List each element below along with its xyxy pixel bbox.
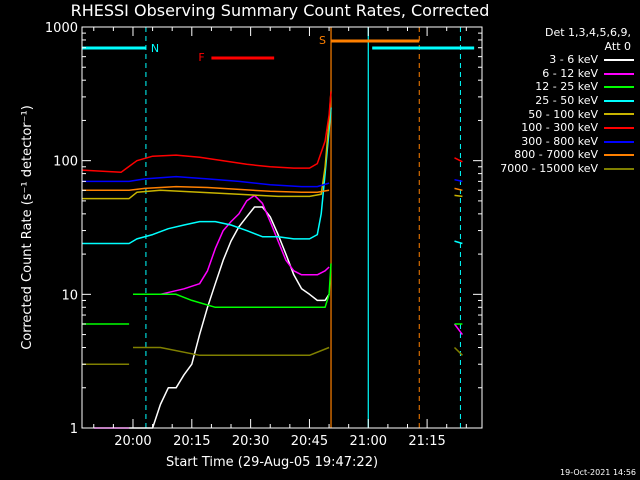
series-line-7 [454, 187, 463, 192]
legend-entry-label: 7000 - 15000 keV [500, 161, 598, 175]
legend-swatch [604, 140, 634, 143]
legend-entry: 300 - 800 keV [486, 135, 634, 149]
legend-entry: 6 - 12 keV [486, 67, 634, 81]
legend-swatch [604, 113, 634, 116]
x-tick-label: 20:00 [114, 434, 151, 449]
legend-entry-label: 3 - 6 keV [549, 53, 598, 67]
series-line-1 [133, 194, 330, 296]
series-line-5 [81, 91, 332, 173]
generation-timestamp: 19-Oct-2021 14:56 [560, 468, 636, 477]
legend-swatch [604, 154, 634, 157]
series-line-3 [82, 107, 332, 245]
y-tick-label: 100 [53, 155, 78, 170]
plot-frame [81, 26, 483, 429]
series-line-4 [454, 194, 463, 198]
chart-title: RHESSI Observing Summary Count Rates, Co… [70, 1, 490, 20]
x-tick-label: 21:00 [350, 434, 387, 449]
series-line-6 [454, 178, 463, 183]
legend-entry: 3 - 6 keV [486, 53, 634, 67]
series-line-8 [453, 346, 463, 356]
legend-swatch [604, 126, 634, 129]
legend-header-detectors: Det 1,3,4,5,6,9, [544, 26, 631, 39]
legend-entry: 12 - 25 keV [486, 80, 634, 94]
night-bar-label: N [151, 42, 159, 55]
y-tick-label: 1000 [45, 21, 78, 36]
series-line-4 [82, 91, 332, 200]
saa-bar-label: S [319, 34, 326, 47]
legend-swatch [604, 167, 634, 170]
legend-swatch [604, 86, 634, 89]
chart-legend: Det 1,3,4,5,6,9, Att 0 3 - 6 keV 6 - 12 k… [486, 26, 634, 176]
series-line-6 [82, 175, 330, 188]
series-line-8 [133, 346, 330, 357]
legend-entry-label: 6 - 12 keV [542, 66, 598, 80]
flare-bar-label: F [198, 51, 204, 64]
legend-entry-label: 25 - 50 keV [535, 93, 598, 107]
legend-entry: 25 - 50 keV [486, 94, 634, 108]
legend-swatch [604, 99, 634, 102]
legend-entry: 50 - 100 keV [486, 108, 634, 122]
x-tick-label: 20:15 [173, 434, 210, 449]
legend-entry: 100 - 300 keV [486, 121, 634, 135]
series-line-5 [454, 157, 463, 163]
y-tick-label: 1 [70, 422, 78, 437]
legend-entry-label: 100 - 300 keV [521, 121, 598, 135]
legend-entry-label: 300 - 800 keV [521, 134, 598, 148]
legend-header-attenuator: Att 0 [604, 39, 631, 53]
y-tick-label: 10 [61, 288, 78, 303]
series-line-0 [129, 206, 330, 429]
legend-entry: 7000 - 15000 keV [486, 162, 634, 176]
x-tick-label: 20:30 [232, 434, 269, 449]
legend-entry-label: 12 - 25 keV [535, 80, 598, 94]
series-line-1 [453, 323, 464, 336]
series-line-2 [133, 263, 332, 309]
x-axis-label: Start Time (29-Aug-05 19:47:22) [166, 455, 378, 470]
legend-swatch [604, 72, 634, 75]
x-tick-label: 20:45 [291, 434, 328, 449]
legend-swatch [604, 58, 634, 61]
series-line-7 [82, 185, 330, 194]
legend-entry: 800 - 7000 keV [486, 148, 634, 162]
legend-entry-label: 800 - 7000 keV [514, 148, 598, 162]
series-line-3 [454, 240, 463, 245]
y-axis-label: Corrected Count Rate (s⁻¹ detector⁻¹) [20, 105, 35, 350]
legend-entry-label: 50 - 100 keV [528, 107, 598, 121]
x-tick-label: 21:15 [408, 434, 445, 449]
